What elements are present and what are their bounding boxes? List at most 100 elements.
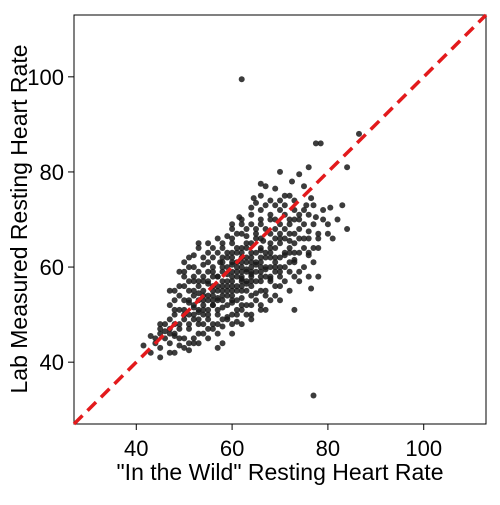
data-point [248,316,254,322]
x-tick-label: 60 [220,436,244,461]
data-point [229,312,235,318]
data-point [229,221,235,227]
data-point [234,245,240,251]
x-axis-title: "In the Wild" Resting Heart Rate [117,459,444,485]
data-point [272,293,278,299]
data-point [215,250,221,256]
data-point [301,264,307,270]
data-point [258,245,264,251]
data-point [229,274,235,280]
data-point [291,274,297,280]
data-point [296,171,302,177]
data-point [196,269,202,275]
data-point [244,226,250,232]
data-point [196,307,202,313]
y-tick-label: 40 [40,350,64,375]
data-point [186,255,192,261]
data-point [272,186,278,192]
data-point [356,131,362,137]
data-point [277,198,283,204]
data-point [234,283,240,289]
data-point [335,217,341,223]
y-axis-ticks: 406080100 [27,65,74,375]
data-point [296,278,302,284]
data-point [186,340,192,346]
x-tick-label: 100 [405,436,442,461]
data-point [277,236,283,242]
data-point [200,331,206,337]
data-point [200,312,206,318]
x-tick-label: 40 [124,436,148,461]
data-point [196,340,202,346]
data-point [306,274,312,280]
data-point [258,255,264,261]
data-point [215,236,221,242]
data-point [205,259,211,265]
data-point [196,321,202,327]
data-point [287,245,293,251]
data-point [186,297,192,303]
data-point [191,274,197,280]
data-point [239,302,245,308]
data-point [248,293,254,299]
data-point [229,321,235,327]
data-point [291,240,297,246]
data-point [315,274,321,280]
data-point [267,217,273,223]
y-axis-title: Lab Measured Resting Heart Rate [6,44,32,393]
data-point [229,259,235,265]
data-point [210,264,216,270]
data-point [220,293,226,299]
data-point [205,240,211,246]
data-point [277,207,283,213]
data-point [258,288,264,294]
data-point [167,340,173,346]
data-point [176,269,182,275]
data-point [311,245,317,251]
data-point [306,250,312,256]
data-point [315,231,321,237]
data-point [244,269,250,275]
data-point [282,202,288,208]
data-point [205,335,211,341]
data-point [210,274,216,280]
data-point [301,245,307,251]
data-point [267,198,273,204]
data-point [327,205,333,211]
data-point [272,226,278,232]
data-point [287,193,293,199]
data-point [267,250,273,256]
data-point [210,302,216,308]
data-point [306,212,312,218]
data-point [301,236,307,242]
data-point [325,221,331,227]
data-point [277,297,283,303]
x-tick-label: 80 [316,436,340,461]
data-point [289,179,295,185]
data-point [210,321,216,327]
data-point [248,250,254,256]
data-point [272,283,278,289]
data-point [181,259,187,265]
data-point [248,212,254,218]
data-point [239,278,245,284]
data-point [220,316,226,322]
data-point [200,255,206,261]
data-point [186,278,192,284]
data-point [291,307,297,313]
data-point [157,354,163,360]
data-point [229,236,235,242]
data-point [234,231,240,237]
data-point [311,393,317,399]
data-point [186,321,192,327]
data-point [172,350,178,356]
x-axis-ticks: 40 60 80 100 [124,424,442,461]
data-point [267,297,273,303]
data-point [215,345,221,351]
data-point [248,274,254,280]
data-point [291,217,297,223]
data-point [267,264,273,270]
data-point [253,231,259,237]
data-point [172,312,178,318]
data-point [244,233,250,239]
